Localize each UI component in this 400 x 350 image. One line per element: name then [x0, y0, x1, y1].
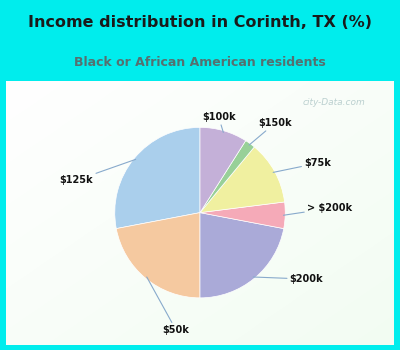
- Wedge shape: [200, 147, 284, 212]
- Wedge shape: [200, 141, 254, 212]
- Text: $50k: $50k: [147, 277, 190, 335]
- Wedge shape: [200, 202, 285, 229]
- Wedge shape: [116, 212, 200, 298]
- Wedge shape: [200, 212, 284, 298]
- Text: $125k: $125k: [60, 159, 136, 185]
- Text: Income distribution in Corinth, TX (%): Income distribution in Corinth, TX (%): [28, 15, 372, 30]
- Wedge shape: [115, 127, 200, 229]
- Wedge shape: [200, 127, 246, 212]
- Text: $200k: $200k: [253, 274, 323, 284]
- Text: $150k: $150k: [249, 118, 292, 145]
- Text: $75k: $75k: [273, 158, 331, 173]
- Text: city-Data.com: city-Data.com: [302, 98, 365, 106]
- Text: $100k: $100k: [202, 112, 236, 132]
- Text: Black or African American residents: Black or African American residents: [74, 56, 326, 69]
- Text: > $200k: > $200k: [284, 203, 352, 215]
